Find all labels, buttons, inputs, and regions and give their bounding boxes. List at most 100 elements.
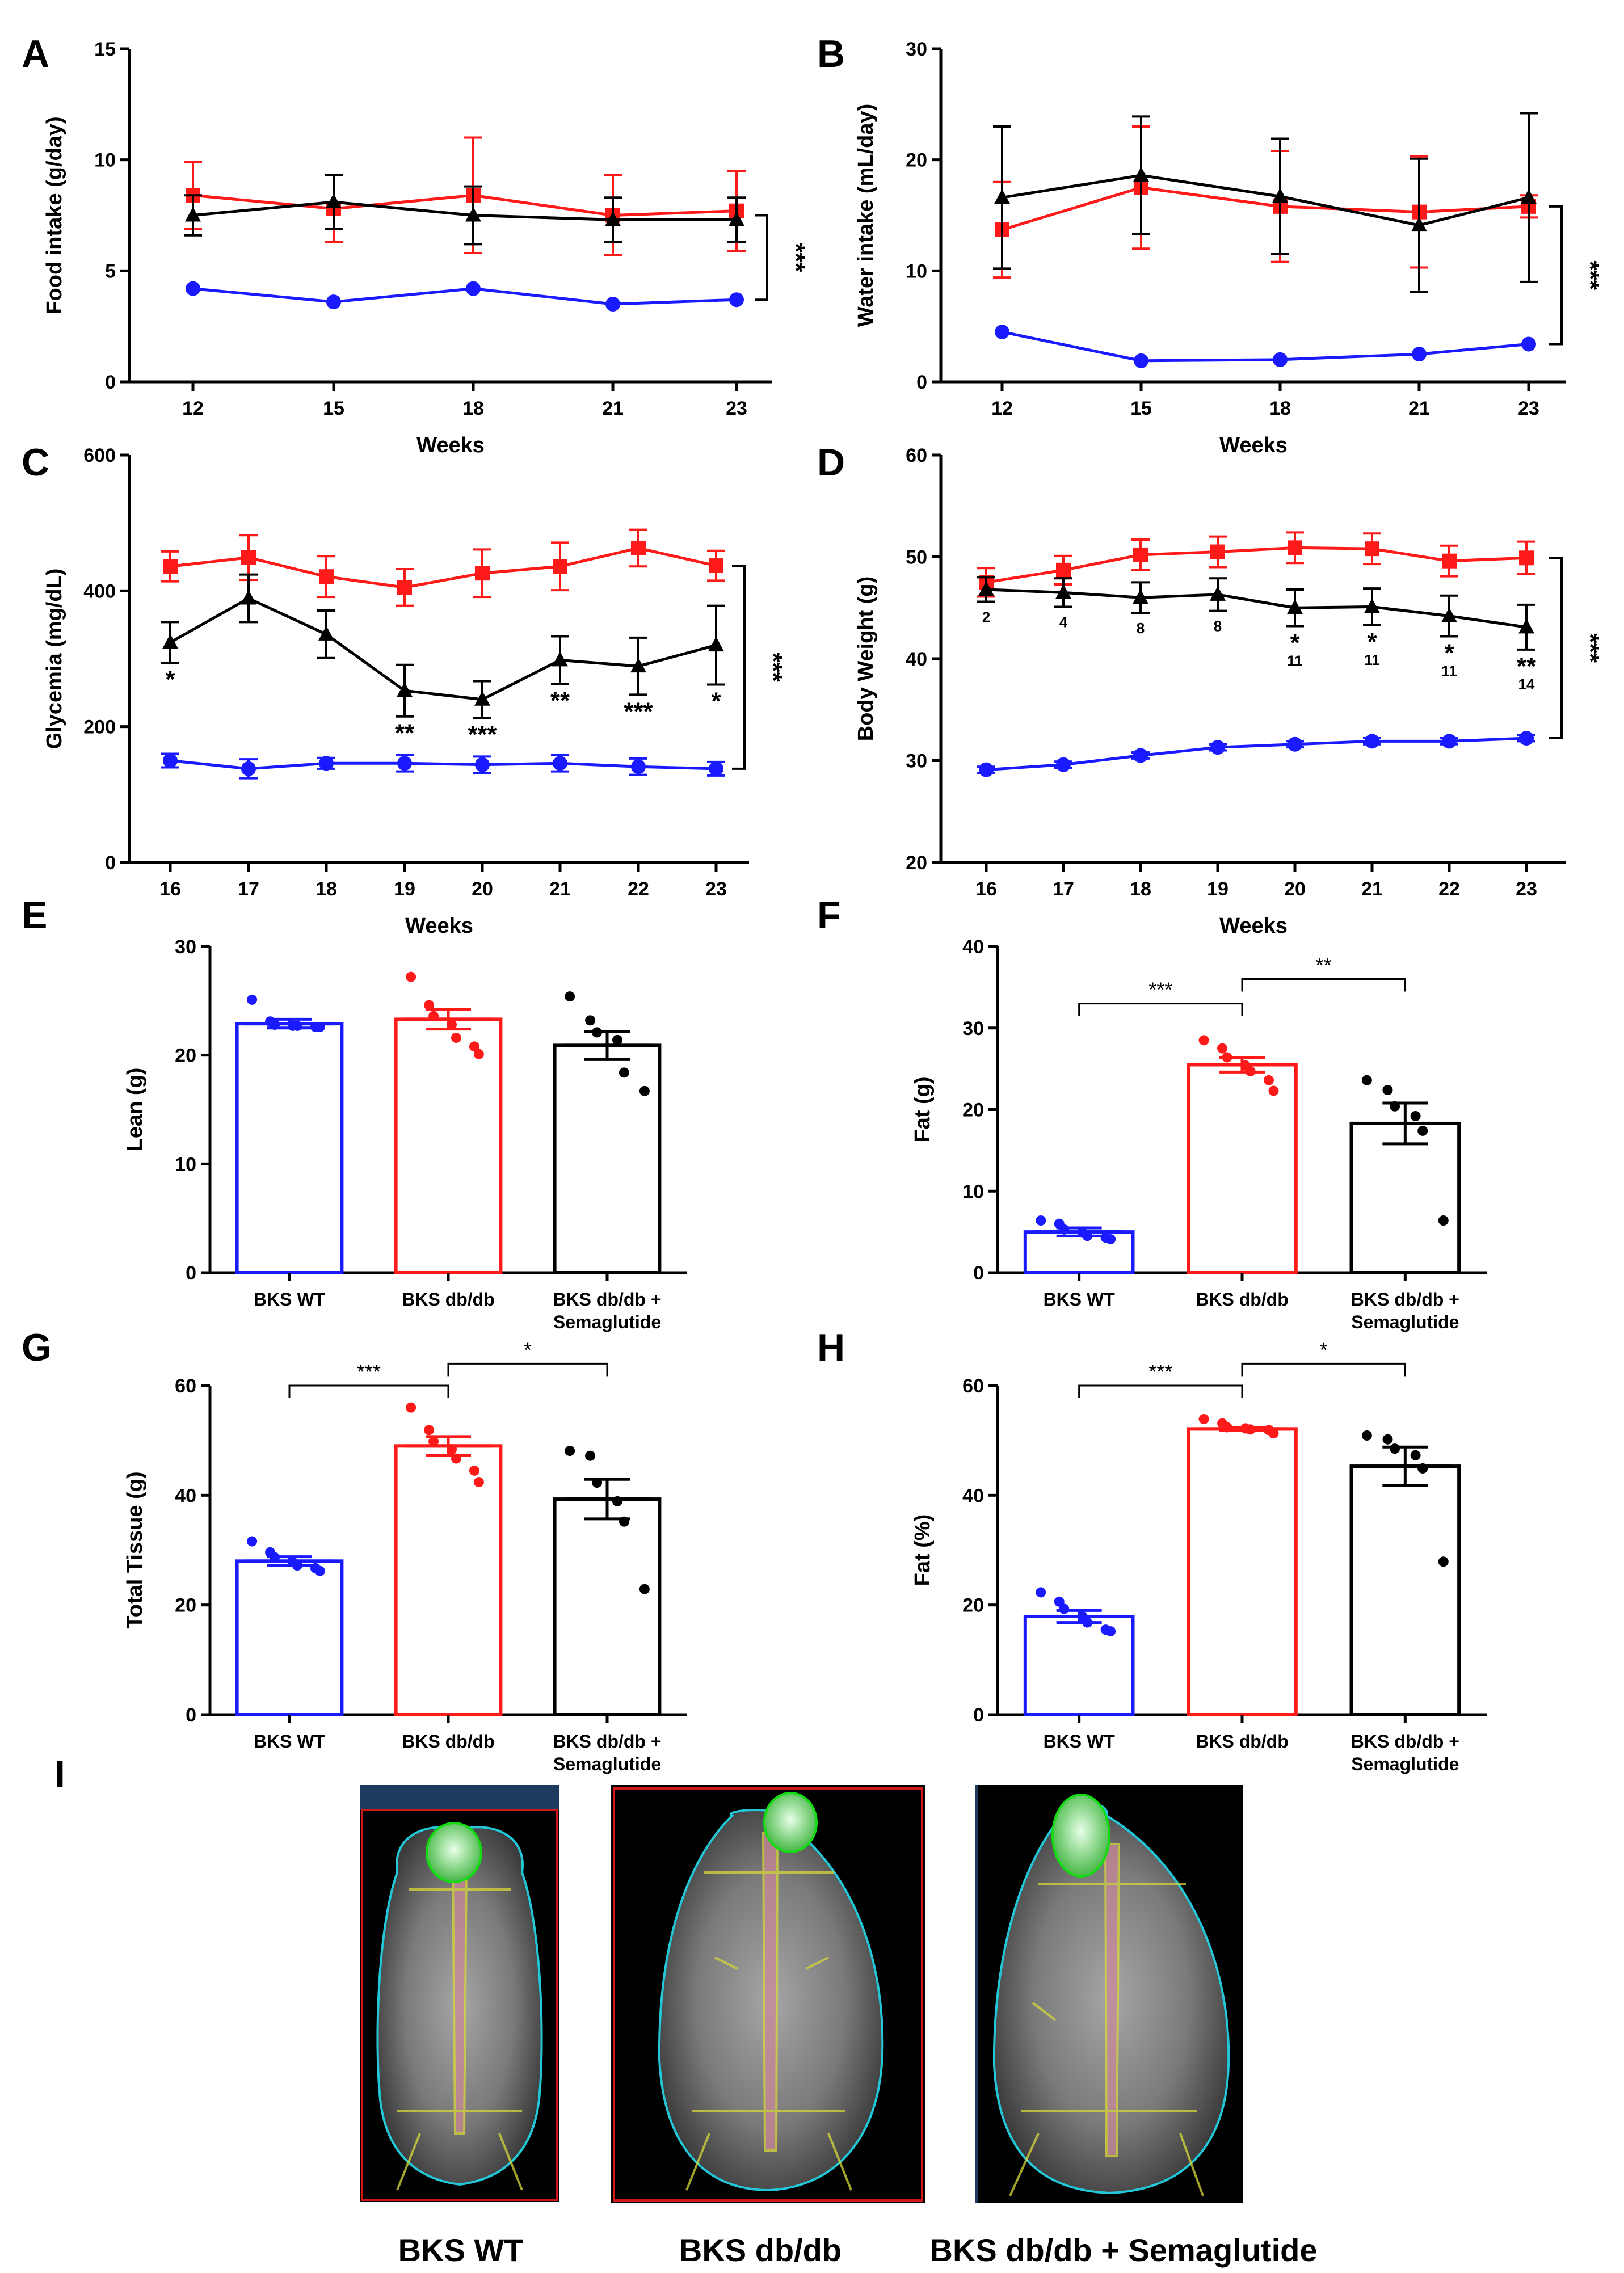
x-tick-label: BKS db/db +	[1351, 1289, 1459, 1310]
x-tick-label: BKS WT	[1044, 1731, 1116, 1752]
significance-label: ***	[1576, 260, 1604, 290]
significance-label: ***	[1576, 633, 1604, 663]
y-axis-title: Glycemia (mg/dL)	[43, 569, 66, 750]
data-point	[1442, 734, 1457, 749]
data-point	[270, 1552, 280, 1563]
significance-label: *	[1444, 639, 1454, 667]
y-tick-label: 50	[906, 547, 927, 569]
data-point	[709, 558, 723, 574]
significance-bracket	[755, 214, 768, 301]
data-point	[397, 580, 412, 595]
data-point	[1410, 1111, 1421, 1121]
series-bks-db-db-semaglutide	[977, 576, 1535, 651]
bar	[235, 1559, 344, 1716]
data-point	[326, 193, 342, 209]
y-tick-label: 0	[186, 1262, 196, 1284]
y-axis-title: Total Tissue (g)	[123, 1471, 147, 1628]
data-point	[1133, 547, 1148, 562]
data-point	[469, 1465, 479, 1476]
significance-label: **	[1316, 954, 1332, 977]
x-tick-label: Semaglutide	[553, 1754, 661, 1774]
data-point	[406, 1402, 416, 1413]
series-line	[170, 546, 717, 589]
data-point	[630, 658, 646, 673]
data-point	[1036, 1587, 1046, 1598]
bar	[394, 1017, 503, 1274]
series-line	[986, 736, 1527, 772]
data-point	[1245, 1424, 1256, 1435]
data-point	[1518, 618, 1534, 634]
x-tick-label: BKS db/db	[402, 1731, 495, 1752]
mouse-skeleton	[396, 1866, 523, 2191]
significance-label: *	[1320, 1338, 1328, 1361]
significance-label: ***	[1148, 1360, 1172, 1383]
scan-side-strip	[975, 1785, 978, 2203]
bar-group-dbdb	[1187, 1035, 1298, 1274]
significance-bracket	[1549, 557, 1563, 740]
data-point	[1273, 352, 1288, 367]
data-point	[605, 211, 621, 226]
data-point	[1245, 1066, 1256, 1076]
data-point	[1272, 188, 1288, 203]
image-caption-dbdb: BKS db/db	[679, 2232, 842, 2268]
x-tick-label: 21	[1408, 398, 1430, 419]
significance-label: ***	[782, 243, 810, 272]
data-point	[709, 761, 723, 776]
bar	[1349, 1464, 1461, 1717]
data-point	[292, 1560, 302, 1571]
bar-group-wt	[1023, 1215, 1135, 1274]
y-tick-label: 60	[175, 1375, 196, 1397]
data-point	[162, 634, 178, 649]
data-point	[1056, 757, 1071, 772]
data-point	[1210, 740, 1225, 755]
y-tick-label: 5	[105, 260, 116, 282]
y-tick-label: 0	[105, 852, 116, 874]
series-line	[192, 200, 737, 221]
bar-group-dbdb	[394, 971, 503, 1274]
x-axis-title: Weeks	[1219, 914, 1288, 938]
data-point	[241, 761, 256, 776]
x-tick-label: 20	[1284, 878, 1306, 900]
series-line	[986, 546, 1527, 584]
data-point	[292, 1020, 302, 1031]
data-point	[1410, 1450, 1421, 1460]
chart-food-intake: 0 5 10 15 Food intake (g/day) 12 15 18 21 23 Weeks…	[43, 39, 810, 457]
data-point	[639, 1584, 650, 1594]
data-point	[1198, 1413, 1209, 1424]
y-tick-label: 0	[973, 1262, 984, 1284]
significance-label: *	[524, 1338, 532, 1361]
bar	[394, 1444, 503, 1716]
data-point	[619, 1067, 629, 1078]
data-point	[319, 569, 334, 584]
data-point	[605, 297, 620, 312]
bar-group-dbdb	[1187, 1413, 1298, 1717]
data-point	[466, 281, 481, 296]
panel-letter-i: I	[54, 1753, 65, 1796]
series-bks-wt	[995, 324, 1536, 368]
y-axis-title: Lean (g)	[123, 1068, 147, 1152]
y-tick-label: 20	[906, 852, 927, 874]
scan-frame	[361, 1809, 558, 2201]
x-tick-label: Semaglutide	[1351, 1312, 1459, 1332]
y-tick-label: 0	[973, 1704, 984, 1726]
significance-label: **	[550, 687, 570, 714]
bar-group-semaglutide	[1349, 1430, 1461, 1717]
sample-count-label: 11	[1441, 663, 1457, 680]
comparison-bracket	[1241, 1362, 1406, 1377]
bar-group-wt	[235, 1536, 344, 1716]
series-bks-db-db	[161, 528, 725, 607]
sample-count-label: 8	[1214, 618, 1222, 635]
data-point	[314, 1565, 325, 1576]
x-tick-label: BKS db/db +	[1351, 1731, 1459, 1752]
y-tick-label: 40	[175, 1485, 196, 1506]
data-point	[1210, 544, 1225, 559]
y-tick-label: 10	[175, 1154, 196, 1175]
y-tick-label: 30	[906, 751, 927, 772]
data-point	[1411, 217, 1427, 232]
mouse-skeleton	[1009, 1843, 1204, 2196]
data-point	[451, 1453, 461, 1464]
data-point	[1365, 541, 1379, 557]
series-bks-db-db	[977, 531, 1535, 598]
bar	[553, 1497, 662, 1717]
x-tick-label: 18	[315, 878, 337, 900]
